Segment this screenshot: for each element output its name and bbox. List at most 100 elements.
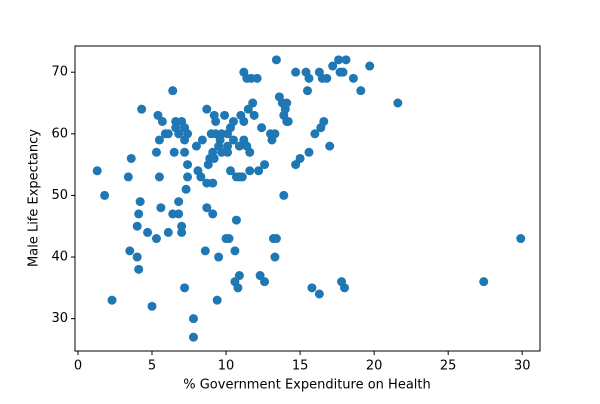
scatter-point	[239, 116, 249, 126]
scatter-point	[338, 67, 348, 77]
scatter-point	[208, 209, 218, 219]
scatter-point	[134, 209, 144, 219]
y-tick-label: 70	[51, 65, 68, 80]
scatter-point	[200, 246, 210, 256]
scatter-point	[196, 172, 206, 182]
scatter-point	[177, 221, 187, 231]
scatter-point	[188, 314, 198, 324]
scatter-point	[197, 135, 207, 145]
scatter-point	[340, 283, 350, 293]
scatter-point	[303, 86, 312, 96]
scatter-point	[220, 110, 230, 120]
scatter-point	[168, 86, 178, 96]
scatter-point	[245, 147, 255, 157]
scatter-point	[341, 55, 351, 65]
scatter-point	[132, 221, 142, 231]
scatter-point	[180, 147, 190, 157]
scatter-point	[183, 129, 193, 139]
x-tick-label: 15	[292, 359, 309, 374]
scatter-point	[228, 116, 238, 126]
scatter-point	[334, 55, 344, 65]
scatter-point	[225, 166, 235, 176]
scatter-point	[223, 147, 233, 157]
scatter-point	[125, 246, 135, 256]
scatter-point	[248, 98, 258, 108]
scatter-point	[295, 153, 305, 163]
scatter-point	[208, 178, 218, 188]
scatter-point	[169, 147, 179, 157]
scatter-point	[252, 73, 262, 83]
scatter-point	[237, 172, 247, 182]
scatter-point	[322, 73, 332, 83]
scatter-point	[516, 234, 526, 244]
y-axis-label: Male Life Expectancy	[27, 129, 42, 267]
scatter-point	[107, 295, 117, 305]
scatter-point	[230, 246, 240, 256]
scatter-point	[147, 301, 157, 311]
scatter-point	[325, 141, 335, 151]
scatter-point	[283, 116, 293, 126]
scatter-point	[183, 172, 193, 182]
scatter-point	[137, 104, 147, 114]
scatter-point	[291, 67, 301, 77]
scatter-point	[224, 234, 234, 244]
y-tick-label: 30	[51, 311, 68, 326]
scatter-point	[479, 277, 489, 287]
y-tick-label: 60	[51, 126, 68, 141]
x-tick-label: 5	[148, 359, 156, 374]
scatter-point	[271, 55, 281, 65]
scatter-point	[92, 166, 102, 176]
scatter-point	[365, 61, 375, 71]
y-tick-label: 40	[51, 250, 68, 265]
scatter-point	[393, 98, 403, 108]
scatter-point	[307, 283, 317, 293]
scatter-point	[154, 172, 164, 182]
scatter-point	[154, 135, 164, 145]
x-tick-label: 30	[514, 359, 531, 374]
scatter-point	[174, 197, 184, 207]
scatter-point	[123, 172, 133, 182]
scatter-point	[260, 277, 270, 287]
scatter-point	[135, 197, 145, 207]
scatter-point	[134, 264, 144, 274]
scatter-point	[279, 190, 289, 200]
scatter-point	[231, 215, 241, 225]
scatter-point	[183, 160, 193, 170]
scatter-point	[202, 203, 212, 213]
scatter-point	[304, 147, 314, 157]
scatter-point	[177, 227, 187, 237]
y-tick-label: 50	[51, 188, 68, 203]
scatter-point	[188, 332, 198, 342]
scatter-point	[100, 190, 110, 200]
scatter-point	[249, 110, 259, 120]
x-tick-label: 10	[218, 359, 235, 374]
scatter-point	[163, 129, 173, 139]
scatter-point	[233, 283, 243, 293]
scatter-point	[319, 116, 329, 126]
scatter-point	[202, 104, 212, 114]
scatter-point	[180, 283, 190, 293]
scatter-point	[214, 252, 224, 262]
scatter-point	[270, 129, 280, 139]
scatter-point	[157, 116, 167, 126]
scatter-point	[271, 234, 281, 244]
scatter-point	[328, 61, 338, 71]
scatter-point	[209, 153, 219, 163]
plot-frame	[74, 45, 541, 352]
scatter-point	[223, 141, 233, 151]
scatter-point	[174, 129, 184, 139]
scatter-point	[245, 166, 255, 176]
scatter-point	[143, 227, 153, 237]
scatter-point	[211, 116, 221, 126]
scatter-point	[181, 184, 191, 194]
x-axis-label: % Government Expenditure on Health	[183, 378, 431, 393]
scatter-point	[356, 86, 366, 96]
scatter-point	[156, 203, 166, 213]
scatter-point	[304, 73, 314, 83]
scatter-point	[254, 166, 264, 176]
scatter-point	[260, 160, 270, 170]
scatter-point	[191, 141, 201, 151]
scatter-point	[257, 123, 267, 133]
x-tick-label: 20	[366, 359, 383, 374]
